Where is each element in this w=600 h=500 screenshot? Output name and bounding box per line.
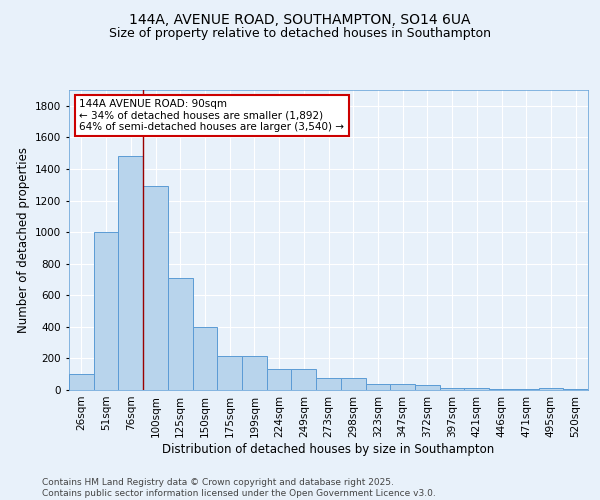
Bar (193, 327, 217, 390)
Bar (94, 232, 118, 390)
Text: 144A, AVENUE ROAD, SOUTHAMPTON, SO14 6UA: 144A, AVENUE ROAD, SOUTHAMPTON, SO14 6UA (129, 12, 471, 26)
Text: 144A AVENUE ROAD: 90sqm
← 34% of detached houses are smaller (1,892)
64% of semi: 144A AVENUE ROAD: 90sqm ← 34% of detache… (79, 99, 344, 132)
Bar (292, 368, 316, 390)
Bar (168, 278, 193, 390)
Bar (242, 356, 267, 390)
Bar (217, 356, 242, 390)
Bar (415, 386, 440, 390)
Text: Size of property relative to detached houses in Southampton: Size of property relative to detached ho… (109, 28, 491, 40)
Bar (489, 389, 514, 390)
X-axis label: Distribution of detached houses by size in Southampton: Distribution of detached houses by size … (163, 442, 494, 456)
Bar (118, 156, 143, 390)
Bar (341, 378, 365, 390)
Bar (390, 384, 415, 390)
Bar (143, 186, 168, 390)
Bar (563, 389, 588, 390)
Bar (464, 388, 489, 390)
Bar (267, 368, 292, 390)
Bar (365, 384, 390, 390)
Bar (514, 389, 539, 390)
Y-axis label: Number of detached properties: Number of detached properties (17, 147, 29, 333)
Bar (316, 378, 341, 390)
Bar (440, 388, 464, 390)
Bar (539, 388, 563, 390)
Bar (69, 374, 94, 390)
Text: Contains HM Land Registry data © Crown copyright and database right 2025.
Contai: Contains HM Land Registry data © Crown c… (42, 478, 436, 498)
